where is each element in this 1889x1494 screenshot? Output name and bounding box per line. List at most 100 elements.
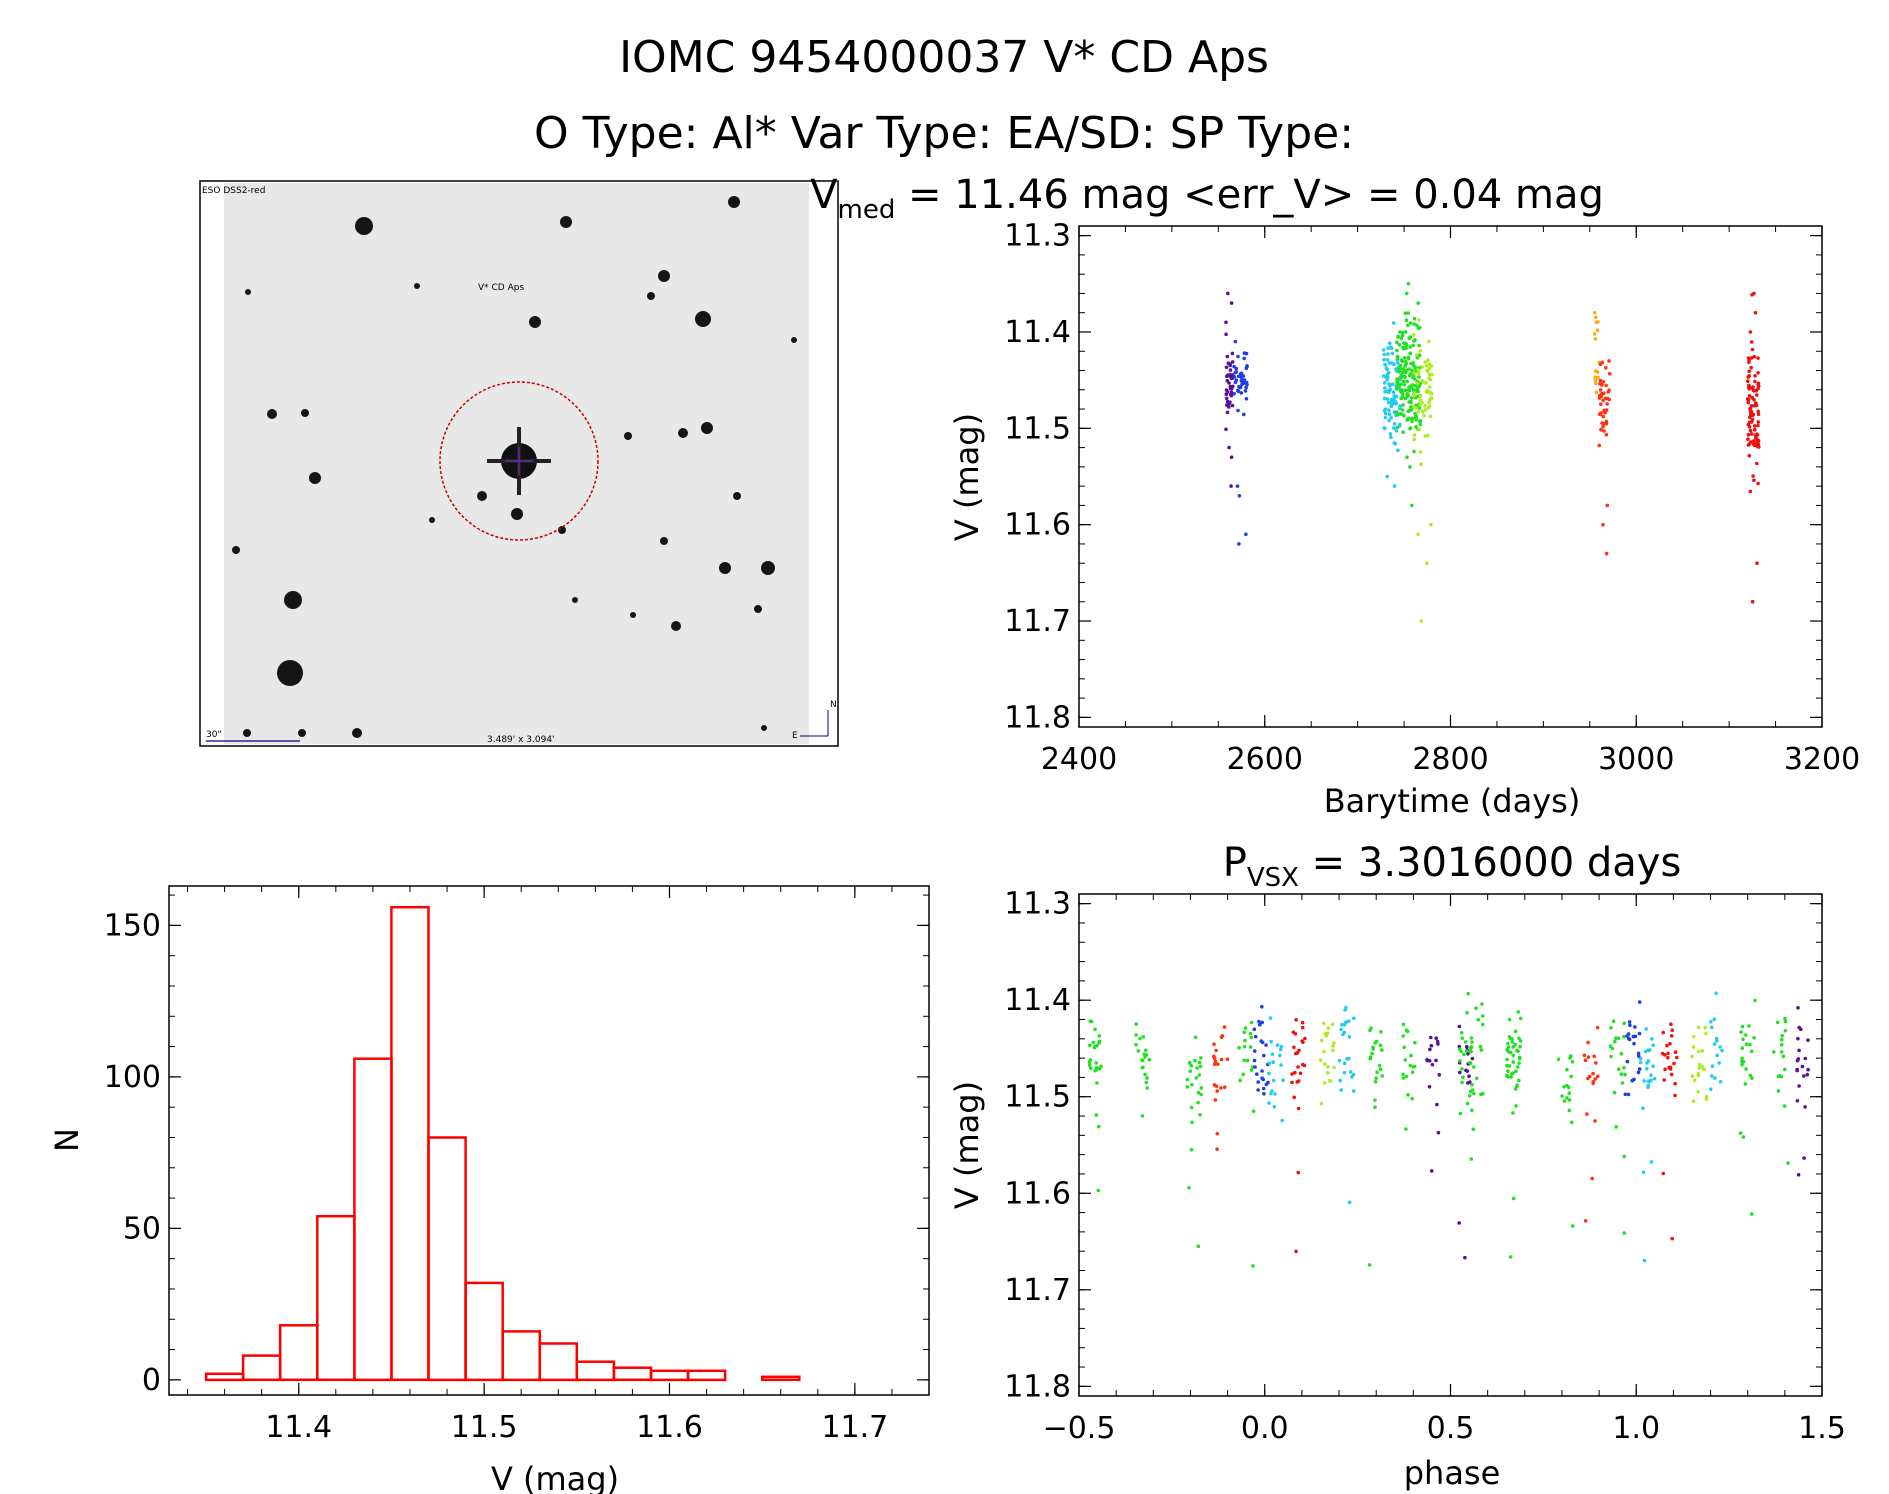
lightcurve-point <box>1749 365 1753 370</box>
phased-point <box>1622 1034 1626 1039</box>
lightcurve-point <box>1604 366 1608 370</box>
phased-point <box>1458 1111 1463 1116</box>
phased-point <box>1466 1052 1470 1056</box>
lightcurve-point <box>1233 380 1238 385</box>
phased-ytick-label: 11.3 <box>1004 887 1071 922</box>
lightcurve-point <box>1605 396 1610 401</box>
lightcurve-title-sub: med <box>838 195 896 225</box>
phased-point <box>1796 1173 1801 1177</box>
lightcurve-point <box>1747 453 1752 458</box>
phased-point <box>1464 1068 1468 1073</box>
lightcurve-point <box>1411 343 1415 348</box>
phased-point <box>1145 1086 1149 1090</box>
lightcurve-point <box>1387 412 1392 417</box>
phased-point <box>1272 1105 1277 1109</box>
phased-point <box>1660 1051 1665 1056</box>
phased-point <box>1269 1039 1273 1044</box>
phased-point <box>1214 1048 1218 1053</box>
lightcurve-point <box>1396 448 1400 453</box>
lightcurve-point <box>1244 385 1248 390</box>
phased-point <box>1262 1053 1266 1058</box>
lightcurve-point <box>1389 416 1393 420</box>
phased-point <box>1661 1171 1666 1176</box>
phased-point <box>1374 1076 1378 1080</box>
lightcurve-point <box>1229 301 1234 305</box>
lightcurve-point <box>1406 311 1411 315</box>
lightcurve-point <box>1382 396 1387 401</box>
background-star <box>232 546 240 554</box>
lightcurve-point <box>1601 398 1605 403</box>
phased-point <box>1508 1036 1513 1041</box>
lightcurve-point <box>1400 370 1405 375</box>
phased-point <box>1193 1058 1197 1063</box>
phased-point <box>1337 1058 1342 1063</box>
phased-point <box>1672 1061 1676 1066</box>
phased-point <box>1190 1082 1194 1087</box>
phased-point <box>1347 1200 1352 1205</box>
phased-point <box>1097 1067 1102 1071</box>
phased-ytick-label: 11.5 <box>1004 1080 1071 1115</box>
lightcurve-point <box>1427 400 1431 405</box>
phased-point <box>1460 1067 1464 1071</box>
phased-point <box>1638 1060 1643 1065</box>
background-star <box>277 660 303 686</box>
phased-point <box>1645 1067 1649 1071</box>
phased-title-main: P <box>1223 840 1247 886</box>
phased-point <box>1633 1025 1637 1029</box>
phased-point <box>1219 1086 1223 1090</box>
phased-point <box>1262 1092 1266 1096</box>
phased-point <box>1611 1019 1616 1023</box>
phased-point <box>1260 1040 1265 1045</box>
lightcurve-point <box>1227 381 1231 385</box>
phased-point <box>1193 1035 1198 1040</box>
phased-point <box>1197 1060 1202 1065</box>
histogram-bar <box>390 905 430 1382</box>
lightcurve-point <box>1604 551 1609 556</box>
lightcurve-point <box>1602 429 1606 433</box>
lightcurve-point <box>1756 371 1760 375</box>
phased-point <box>1637 1000 1642 1004</box>
phased-point <box>1429 1169 1434 1173</box>
phased-point <box>1506 1069 1510 1073</box>
lightcurve-point <box>1224 392 1229 397</box>
lightcurve-point <box>1413 377 1417 381</box>
lightcurve-point <box>1755 393 1759 397</box>
phased-point <box>1261 1086 1266 1091</box>
phased-point <box>1253 1065 1257 1069</box>
phased-point <box>1294 1018 1298 1022</box>
lightcurve-point <box>1416 368 1420 372</box>
phased-point <box>1565 1083 1569 1088</box>
lightcurve-frame <box>1078 225 1823 728</box>
lightcurve-point <box>1395 380 1399 385</box>
lightcurve-point <box>1756 409 1760 414</box>
phased-point <box>1715 1053 1719 1058</box>
phased-point <box>1469 1049 1473 1054</box>
histogram-frame <box>168 885 930 1396</box>
phased-point <box>1300 1025 1305 1030</box>
phased-point <box>1641 1170 1646 1175</box>
phased-point <box>1088 1019 1092 1023</box>
phased-point <box>1567 1108 1572 1113</box>
phased-point <box>1638 1056 1643 1061</box>
lightcurve-point <box>1419 619 1424 623</box>
phased-ytick-label: 11.4 <box>1004 983 1071 1018</box>
histogram-bar <box>575 1360 616 1382</box>
lightcurve-point <box>1429 364 1434 368</box>
phased-point <box>1675 1055 1679 1060</box>
phased-point <box>1294 1249 1298 1254</box>
phased-point <box>1772 1050 1776 1054</box>
lightcurve-point <box>1756 412 1761 417</box>
phased-point <box>1715 1039 1719 1043</box>
lightcurve-point <box>1414 425 1418 429</box>
phased-point <box>1281 1078 1285 1082</box>
phased-point <box>1271 1078 1276 1083</box>
phased-point <box>1144 1048 1148 1053</box>
phased-point <box>1470 1083 1474 1087</box>
phased-point <box>1627 1020 1632 1024</box>
lightcurve-point <box>1418 349 1423 353</box>
phased-point <box>1134 1022 1138 1026</box>
phased-point <box>1425 1057 1429 1062</box>
phased-point <box>1806 1038 1810 1042</box>
lightcurve-point <box>1755 444 1760 448</box>
phased-point <box>1609 1054 1613 1059</box>
